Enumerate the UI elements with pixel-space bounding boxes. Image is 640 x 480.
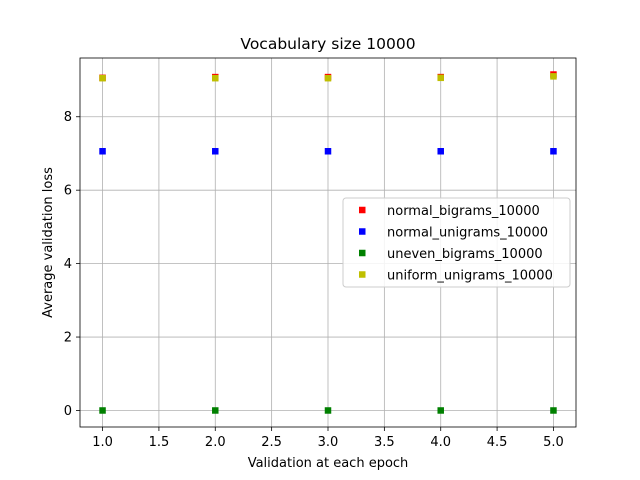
y-axis-label: Average validation loss (41, 167, 56, 318)
y-tick-label: 8 (64, 110, 72, 125)
data-points (99, 71, 557, 414)
x-tick-label: 5.0 (543, 435, 564, 450)
x-tick-label: 1.5 (149, 435, 170, 450)
x-tick-label: 3.0 (318, 435, 339, 450)
data-point-normal-unigrams-10000 (212, 148, 219, 155)
legend-label: uniform_unigrams_10000 (387, 269, 553, 284)
x-tick-label: 2.0 (205, 435, 226, 450)
y-tick-label: 6 (64, 184, 72, 199)
data-point-uniform-unigrams-10000 (324, 74, 332, 82)
legend-marker (359, 206, 366, 214)
legend-marker (359, 228, 366, 235)
x-tick-label: 2.5 (261, 435, 282, 450)
x-tick-label: 4.0 (430, 435, 451, 450)
legend-box (342, 197, 571, 288)
data-point-uneven-bigrams-10000 (437, 407, 444, 414)
x-tick-label: 1.0 (92, 435, 113, 450)
x-axis-label: Validation at each epoch (248, 456, 409, 471)
legend-marker (359, 271, 366, 278)
data-point-normal-unigrams-10000 (99, 148, 106, 155)
legend-label: uneven_bigrams_10000 (387, 247, 543, 262)
x-tick-label: 4.5 (487, 435, 508, 450)
data-point-uniform-unigrams-10000 (437, 74, 444, 82)
data-point-uniform-unigrams-10000 (550, 73, 557, 80)
data-point-uneven-bigrams-10000 (324, 407, 332, 414)
legend: normal_bigrams_10000 normal_unigrams_1000… (342, 197, 571, 288)
chart-title: Vocabulary size 10000 (240, 35, 415, 53)
x-tick-label: 3.5 (374, 435, 395, 450)
legend-label: normal_bigrams_10000 (387, 204, 540, 219)
y-tick-label: 2 (64, 331, 72, 346)
data-point-uneven-bigrams-10000 (212, 407, 219, 414)
axis-ticks: 1.0 1.5 2.0 2.5 3.0 3.5 4.0 4.5 5.0 0 2 4 6 8 (64, 110, 564, 450)
data-point-uniform-unigrams-10000 (99, 74, 106, 82)
data-point-uneven-bigrams-10000 (550, 407, 557, 414)
data-point-uniform-unigrams-10000 (212, 74, 219, 82)
y-tick-label: 0 (64, 404, 72, 419)
legend-marker (359, 249, 366, 257)
data-point-normal-unigrams-10000 (437, 148, 444, 155)
data-point-uneven-bigrams-10000 (99, 407, 106, 414)
y-tick-label: 4 (64, 257, 72, 272)
legend-label: normal_unigrams_10000 (387, 226, 548, 241)
data-point-normal-unigrams-10000 (550, 148, 557, 155)
data-point-normal-unigrams-10000 (324, 148, 332, 155)
